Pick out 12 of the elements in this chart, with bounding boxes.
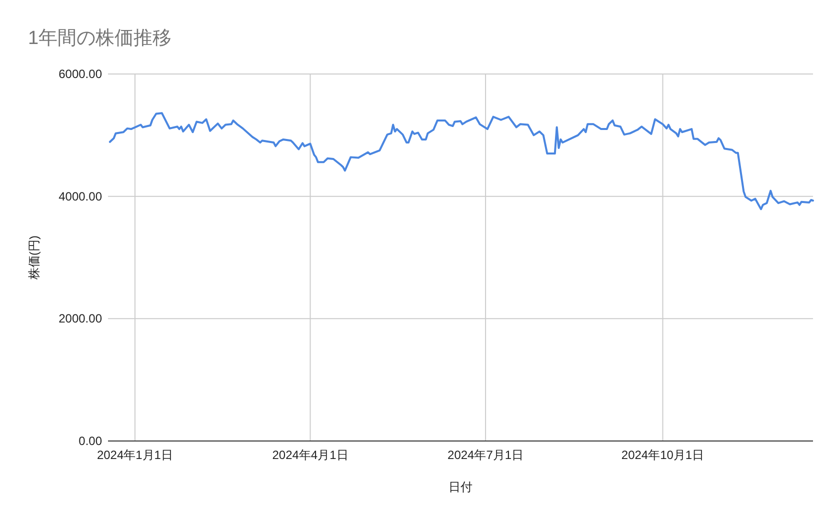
y-axis-title: 株価(円) [27,236,41,280]
x-tick-label: 2024年1月1日 [96,448,173,462]
y-tick-label: 2000.00 [58,312,102,326]
line-series [108,112,814,210]
x-tick-label: 2024年7月1日 [448,448,524,462]
y-tick-label: 0.00 [78,434,102,448]
x-axis-title: 日付 [448,480,472,494]
x-tick-label: 2024年10月1日 [621,448,704,462]
y-tick-label: 4000.00 [58,189,102,204]
chart-title: 1年間の株価推移 [28,28,172,49]
x-tick-label: 2024年4月1日 [272,448,348,462]
y-tick-label: 6000.00 [58,67,102,81]
